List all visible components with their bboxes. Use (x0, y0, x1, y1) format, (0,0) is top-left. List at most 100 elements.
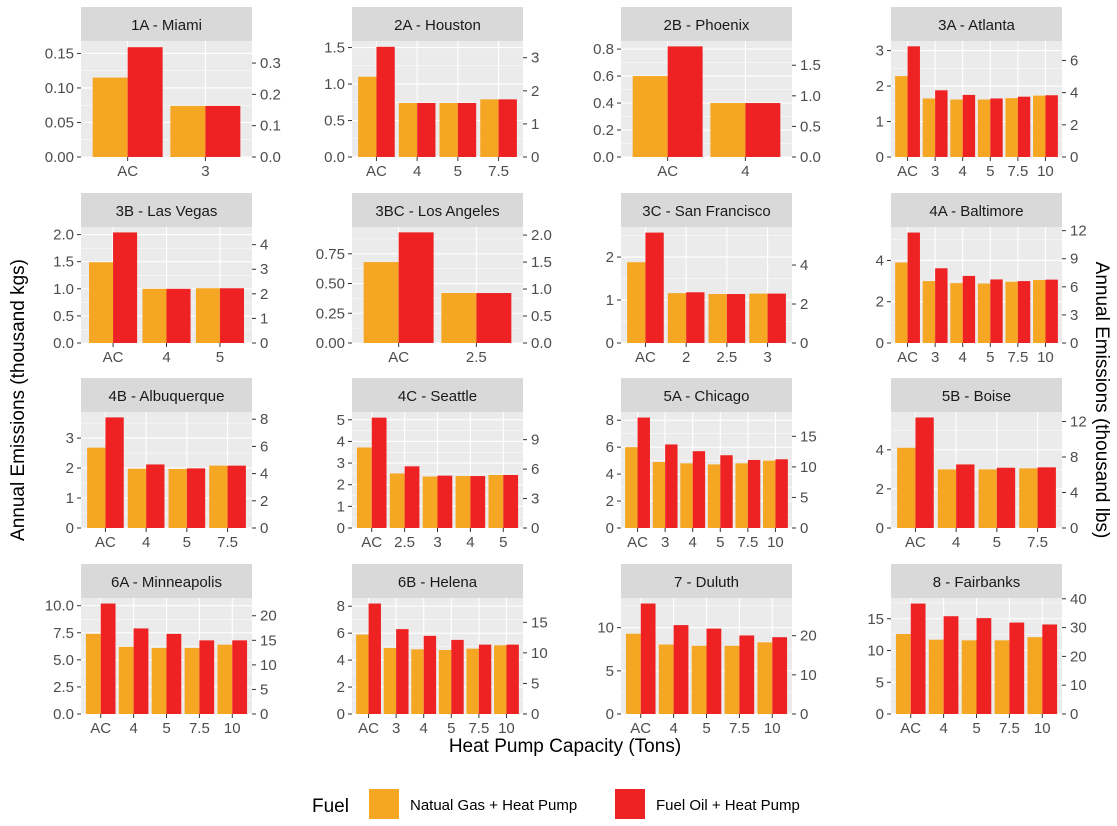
y-left-tick-label: 0 (66, 520, 74, 537)
x-tick-label: 5 (162, 720, 170, 737)
bar-oil (775, 459, 788, 528)
y-left-tick-label: 3 (337, 455, 345, 472)
bar-gas (356, 447, 372, 528)
y-right-tick-label: 5 (531, 675, 539, 692)
x-tick-label: 5 (183, 534, 191, 551)
bar-gas (170, 105, 206, 157)
y-right-tick-label: 0.1 (260, 118, 281, 135)
y-right-tick-label: 0.5 (800, 118, 821, 135)
x-tick-label: AC (361, 534, 382, 551)
y-left-tick-label: 1 (606, 292, 614, 309)
x-tick-label: 2.5 (716, 349, 737, 366)
bar-gas (897, 447, 916, 528)
bar-oil (417, 103, 436, 157)
y-left-tick-label: 0.10 (45, 80, 74, 97)
x-tick-label: 10 (224, 720, 241, 737)
facet-title: 8 - Fairbanks (933, 574, 1021, 591)
bar-oil (368, 603, 381, 714)
bar-oil (376, 46, 395, 157)
y-left-tick-label: 0.0 (53, 335, 74, 352)
bar-gas (398, 103, 418, 157)
y-left-tick-label: 0 (337, 520, 345, 537)
bar-oil (1045, 95, 1058, 157)
bar-oil (166, 288, 191, 343)
x-tick-label: AC (95, 534, 116, 551)
y-right-tick-label: 4 (1070, 485, 1078, 502)
y-left-tick-label: 0.8 (593, 41, 614, 58)
x-tick-label: AC (627, 534, 648, 551)
y-right-tick-label: 1 (531, 116, 539, 133)
bar-oil (990, 98, 1003, 157)
bar-gas (151, 647, 167, 714)
facet-strip (352, 193, 523, 227)
bar-gas (411, 649, 424, 714)
y-left-tick-label: 2 (876, 294, 884, 311)
bar-gas (763, 460, 776, 528)
bar-gas (209, 465, 228, 528)
facet-15: 8 - Fairbanks 0 5 10 15 0 10 20 30 40 AC 4 5 7.5 10 (867, 564, 1087, 737)
x-tick-label: AC (366, 163, 387, 180)
facet-title: 6A - Minneapolis (111, 574, 222, 591)
y-right-tick-label: 10 (1070, 677, 1087, 694)
bar-gas (627, 262, 646, 343)
bar-gas (1019, 468, 1038, 528)
y-right-tick-label: 8 (1070, 449, 1078, 466)
bar-gas (978, 469, 997, 528)
y-right-tick-label: 0 (1070, 706, 1078, 723)
y-left-tick-label: 2 (337, 679, 345, 696)
bar-gas (708, 294, 727, 343)
facet-title: 3C - San Francisco (642, 203, 770, 220)
x-tick-label: AC (905, 534, 926, 551)
y-left-tick-label: 10.0 (45, 598, 74, 615)
y-left-tick-label: 5 (876, 674, 884, 691)
bar-oil (199, 640, 215, 714)
y-right-tick-label: 2.0 (531, 227, 552, 244)
x-tick-label: AC (117, 163, 138, 180)
facet-title: 2A - Houston (394, 17, 481, 34)
y-right-tick-label: 8 (260, 411, 268, 428)
bar-gas (356, 634, 369, 714)
bar-oil (506, 644, 519, 714)
bar-oil (437, 475, 453, 528)
bar-oil (503, 474, 519, 528)
y-right-tick-label: 3 (531, 50, 539, 67)
legend-title: Fuel (312, 796, 349, 817)
bar-oil (706, 628, 722, 714)
bar-gas (710, 103, 746, 157)
y-right-tick-label: 4 (260, 466, 268, 483)
bar-oil (943, 616, 959, 714)
bar-oil (205, 105, 241, 157)
bar-gas (488, 474, 504, 528)
x-tick-label: 10 (498, 720, 515, 737)
x-tick-label: 5 (454, 163, 462, 180)
bar-oil (457, 103, 477, 157)
bar-gas (757, 642, 773, 714)
x-tick-label: 4 (741, 163, 749, 180)
x-tick-label: AC (388, 349, 409, 366)
bar-oil (404, 466, 420, 528)
x-tick-label: 4 (959, 163, 967, 180)
x-tick-label: 10 (767, 534, 784, 551)
y-right-tick-label: 0.0 (260, 149, 281, 166)
bar-gas (480, 99, 499, 157)
y-left-tick-label: 3 (876, 43, 884, 60)
bar-gas (85, 633, 101, 714)
y-right-tick-label: 1.0 (531, 281, 552, 298)
y-left-tick-label: 0 (876, 706, 884, 723)
x-tick-label: 3 (201, 163, 209, 180)
bar-gas (455, 476, 471, 528)
y-left-tick-label: 2 (876, 78, 884, 95)
y-left-tick-label: 0 (876, 520, 884, 537)
y-right-tick-label: 10 (800, 459, 817, 476)
y-left-tick-label: 3 (66, 430, 74, 447)
y-left-tick-label: 0.75 (316, 246, 345, 263)
y-left-tick-label: 1.5 (53, 254, 74, 271)
facet-strip (81, 564, 252, 598)
y-left-tick-label: 10 (597, 620, 614, 637)
bar-gas (735, 463, 748, 528)
x-tick-label: 5 (993, 534, 1001, 551)
bar-oil (686, 292, 705, 343)
bar-gas (625, 447, 638, 528)
x-tick-label: 4 (142, 534, 150, 551)
